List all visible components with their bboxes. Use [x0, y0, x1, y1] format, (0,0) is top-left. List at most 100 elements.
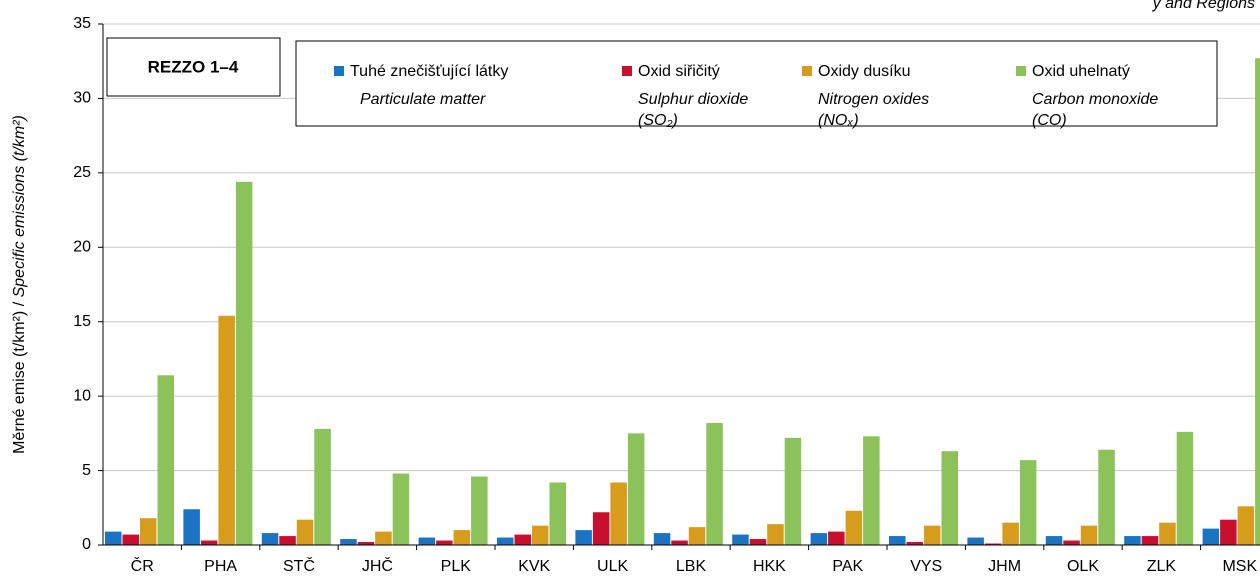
bar	[357, 542, 375, 545]
bar	[157, 375, 174, 545]
bar	[1255, 58, 1260, 545]
bar	[671, 540, 688, 545]
bar	[767, 524, 784, 545]
bar	[1080, 525, 1098, 545]
bar	[828, 531, 845, 545]
bar	[924, 525, 941, 545]
bar	[418, 537, 436, 545]
bar	[218, 315, 235, 545]
x-tick-label: LBK	[676, 558, 707, 575]
y-axis-label: Měrné emise (t/km²) / Specific emissions…	[11, 115, 28, 454]
bar	[392, 473, 410, 545]
legend	[295, 40, 1218, 127]
bar	[340, 539, 357, 545]
bar	[1002, 522, 1019, 545]
x-tick-label: KVK	[518, 558, 550, 575]
bar	[140, 518, 157, 545]
bar	[575, 530, 592, 545]
bar	[183, 509, 200, 545]
legend-label: Oxid uhelnatý	[1032, 63, 1130, 80]
bar	[653, 533, 671, 545]
bar	[941, 451, 958, 545]
x-tick-label: MSK	[1222, 558, 1257, 575]
x-tick-label: ZLK	[1147, 558, 1177, 575]
x-tick-label: JHM	[988, 558, 1021, 575]
legend-label-en: Particulate matter	[360, 91, 486, 108]
bar	[784, 437, 802, 545]
x-tick-label: VYS	[910, 558, 942, 575]
bar	[1141, 536, 1159, 545]
bar	[688, 527, 706, 545]
bar	[1159, 522, 1176, 545]
bar	[967, 537, 984, 545]
bar	[1098, 449, 1115, 545]
x-tick-label: PAK	[832, 558, 863, 575]
legend-swatch	[1016, 66, 1026, 76]
bar	[514, 534, 531, 545]
bar	[235, 181, 253, 545]
x-tick-label: PLK	[441, 558, 472, 575]
bar	[296, 519, 314, 545]
bar	[1237, 506, 1255, 545]
legend-swatch	[334, 66, 344, 76]
y-tick-label: 5	[82, 462, 91, 479]
bar	[497, 537, 514, 545]
bar	[1019, 460, 1037, 545]
bar	[1124, 536, 1141, 545]
legend-label-en: (SO₂)	[638, 112, 678, 129]
y-tick-label: 20	[73, 239, 91, 256]
legend-label-en: Carbon monoxide	[1032, 91, 1158, 108]
legend-label: Tuhé znečišťující látky	[350, 63, 508, 80]
bar	[627, 433, 645, 545]
box-label: REZZO 1–4	[148, 57, 239, 76]
bar	[1063, 540, 1080, 545]
bar	[105, 531, 122, 545]
legend-label-en: Nitrogen oxides	[818, 91, 929, 108]
legend-label: Oxidy dusíku	[818, 63, 910, 80]
bar	[549, 482, 566, 545]
bar	[732, 534, 749, 545]
legend-label-en: (NOₓ)	[818, 112, 859, 129]
y-tick-label: 10	[73, 387, 91, 404]
bar	[592, 512, 610, 545]
legend-label-en: Sulphur dioxide	[638, 91, 748, 108]
y-tick-label: 35	[73, 15, 91, 32]
annotation: y and Regions	[1152, 0, 1255, 12]
bar	[279, 536, 296, 545]
legend-label-en: (CO)	[1032, 112, 1067, 129]
bar	[200, 540, 218, 545]
bar	[810, 533, 828, 545]
bar	[1045, 536, 1063, 545]
bar	[610, 482, 627, 545]
x-tick-label: ČR	[131, 556, 154, 575]
bar	[889, 536, 906, 545]
x-tick-label: JHČ	[362, 556, 393, 575]
y-axis-label-part: Specific emissions (t/km²)	[11, 115, 28, 297]
x-tick-label: OLK	[1067, 558, 1099, 575]
bar	[984, 543, 1002, 545]
bar	[1202, 528, 1220, 545]
bar	[375, 531, 392, 545]
x-tick-label: HKK	[753, 558, 786, 575]
y-tick-label: 15	[73, 313, 91, 330]
x-tick-label: ULK	[597, 558, 628, 575]
bar	[261, 533, 279, 545]
label-box	[106, 37, 281, 97]
bar	[749, 539, 767, 545]
bar	[532, 525, 549, 545]
bar	[706, 422, 723, 545]
y-axis-label-part: /	[11, 297, 28, 310]
legend-swatch	[802, 66, 812, 76]
bar	[1220, 519, 1237, 545]
x-tick-label: STČ	[283, 556, 315, 575]
y-tick-label: 25	[73, 164, 91, 181]
legend-label: Oxid siřičitý	[638, 63, 720, 80]
bar	[122, 534, 139, 545]
bar	[453, 530, 471, 545]
bar	[863, 436, 880, 545]
y-tick-label: 0	[82, 536, 91, 553]
bar	[471, 476, 488, 545]
bar	[845, 510, 863, 545]
x-tick-label: PHA	[204, 558, 237, 575]
